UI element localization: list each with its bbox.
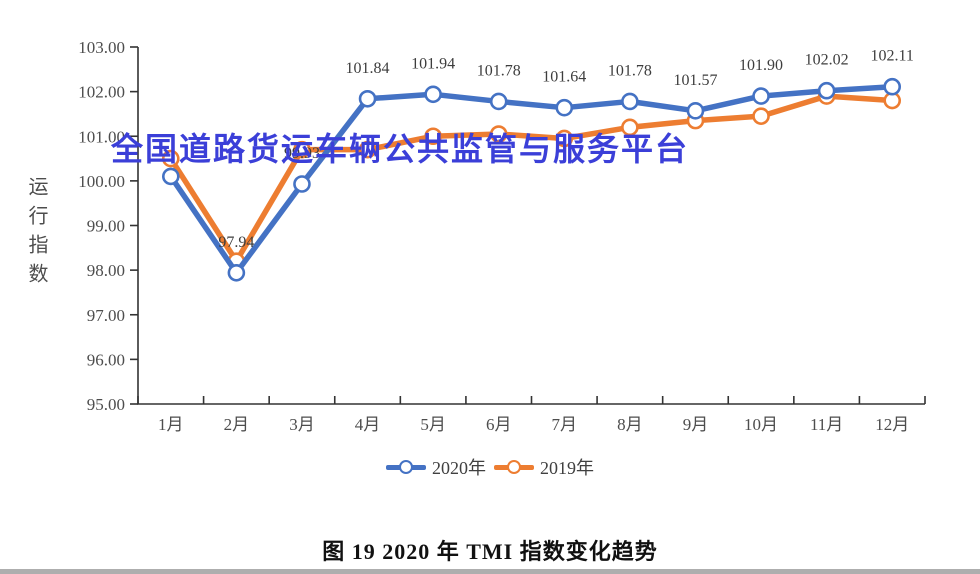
y-tick-label: 96.00 [87,350,125,369]
data-point-label: 101.64 [542,69,586,86]
legend-label: 2019年 [540,458,594,478]
data-point-marker [424,127,442,146]
x-tick-label: 12月 [875,415,909,434]
data-point-label: 99.93 [284,145,320,162]
x-tick-label: 3月 [289,415,315,434]
y-tick-label: 99.00 [87,217,125,236]
x-tick-label: 7月 [552,415,578,434]
data-point-marker [161,167,180,186]
y-axis-title: 运行指数 [25,176,47,292]
x-tick-label: 11月 [810,415,843,434]
figure-caption: 图 19 2020 年 TMI 指数变化趋势 [322,539,658,564]
data-point-marker [621,118,639,137]
x-tick-label: 1月 [158,415,184,434]
series-2019年 [161,87,902,271]
x-tick-label: 6月 [486,415,512,434]
x-axis-ticks: 1月 2月 3月 4月 5月 6月 7月 8月 9月 10月 11月 12月 [137,396,926,434]
x-tick-label: 9月 [683,415,709,434]
data-point-marker [752,87,770,105]
tmi-line-chart: 95.00 96.00 97.00 98.00 99.00 100.00 101.00 102… [78,38,926,434]
x-tick-label: 2月 [224,415,250,434]
y-tick-label: 103.00 [78,38,125,57]
y-tick-label: 102.00 [78,83,125,102]
data-point-label: 102.11 [871,48,914,65]
legend-item-2020年: 2020年 [386,454,486,480]
data-point-marker [555,98,574,117]
y-axis-ticks: 95.00 96.00 97.00 98.00 99.00 100.00 101.00 102… [78,38,138,414]
data-point-label: 101.57 [673,72,717,89]
data-point-marker [489,125,508,143]
y-tick-label: 98.00 [87,261,125,280]
data-point-marker [293,140,311,159]
data-point-marker [621,92,639,111]
data-point-marker [227,264,246,282]
data-point-marker [358,140,377,159]
y-tick-label: 100.00 [78,172,125,191]
data-point-label: 101.94 [411,55,455,72]
data-point-marker [686,102,705,120]
legend-marker-icon [494,459,534,475]
legend-item-2019年: 2019年 [494,454,594,480]
data-point-label: 97.94 [218,234,254,251]
data-point-marker [555,129,574,148]
watermark-text: 全国道路货运车辆公共监管与服务平台 [111,131,690,167]
data-point-marker [161,149,180,168]
x-tick-label: 4月 [355,415,381,434]
data-point-marker [817,81,836,100]
y-tick-label: 97.00 [87,306,125,325]
data-point-label: 101.84 [346,60,390,77]
data-point-label: 102.02 [805,52,849,69]
data-point-marker [358,89,377,108]
x-tick-label: 5月 [420,415,446,434]
x-tick-label: 8月 [617,415,643,434]
data-point-marker [293,175,311,193]
x-tick-label: 10月 [744,415,778,434]
data-point-marker [424,85,442,104]
data-point-marker [752,107,770,125]
data-point-label: 101.78 [608,62,652,79]
legend-label: 2020年 [432,458,486,478]
legend-marker-icon [386,459,426,475]
data-point-marker [883,77,902,96]
data-point-label: 101.90 [739,57,783,74]
y-tick-label: 95.00 [87,395,125,414]
data-point-marker [489,92,508,111]
data-point-label: 101.78 [477,62,521,79]
page-bottom-divider [0,569,980,574]
legend: 2020年 2019年 [0,454,980,480]
series-2020年: 97.94 99.93 101.84 101.94 101.78 101.64 101.78… [161,48,914,282]
y-tick-label: 101.00 [78,127,125,146]
